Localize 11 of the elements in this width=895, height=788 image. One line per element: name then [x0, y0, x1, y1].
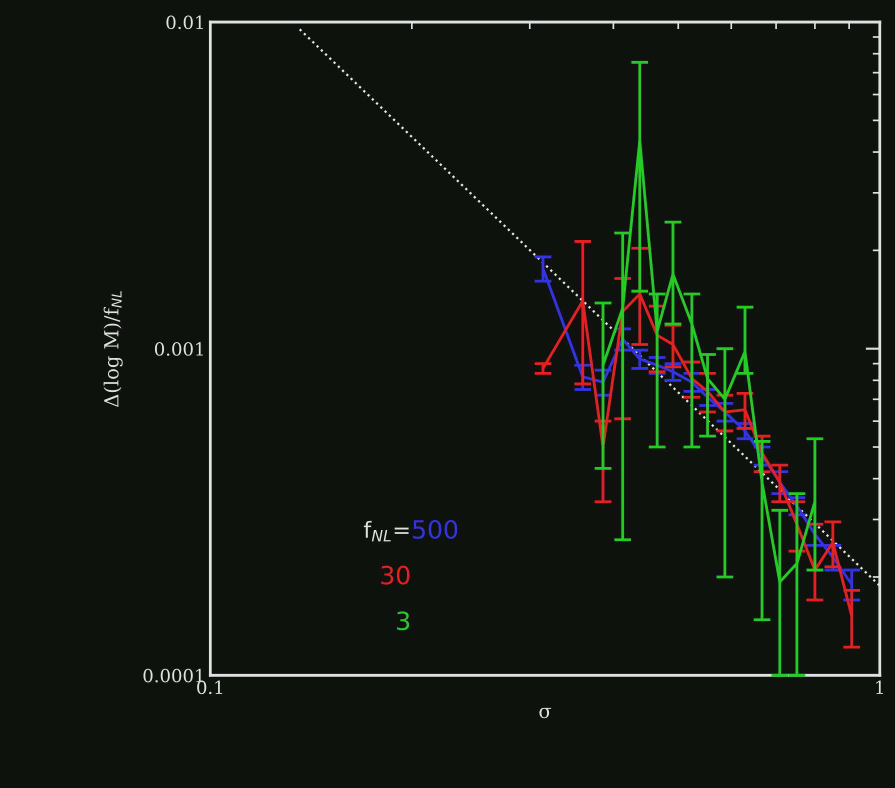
text: 30 [381, 566, 410, 585]
x-axis-title: σ [539, 708, 552, 718]
x-tick-label: 0.1 [197, 680, 222, 694]
y-tick-label: 0.0001 [143, 668, 203, 682]
y-tick-label: 0.01 [166, 16, 203, 30]
text: 3 [397, 611, 410, 630]
legend-title: f$_{NL}$= [364, 520, 409, 542]
x-tick-label: 1 [876, 680, 883, 694]
y-tick-label: 0.001 [154, 342, 203, 356]
text: 500 [413, 520, 458, 539]
y-axis-title: Δ(log M)/f$_{NL}$ [104, 291, 123, 407]
